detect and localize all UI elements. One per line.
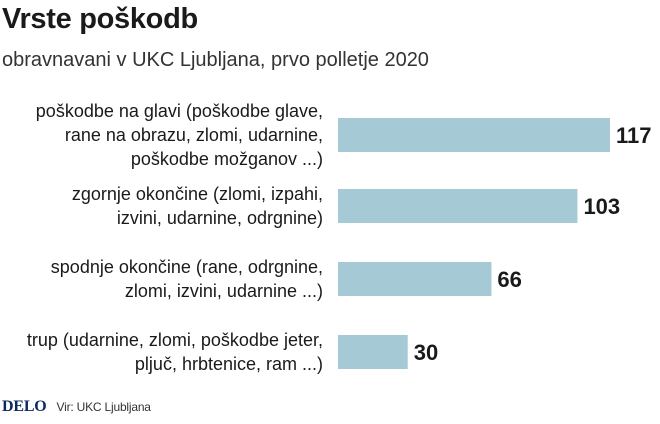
bar-1 [338,118,610,152]
chart-title: Vrste poškodb [2,3,198,35]
category-label-line: spodnje okončine (rane, odrgnine, [51,257,323,277]
chart-subtitle: obravnavani v UKC Ljubljana, prvo pollet… [2,49,429,71]
value-label-2: 103 [583,194,620,219]
bar-4 [338,335,408,369]
value-label-4: 30 [414,340,438,365]
category-label-2: zgornje okončine (zlomi, izpahi, izvini, … [72,184,323,228]
source-note: Vir: UKC Ljubljana [56,400,151,414]
value-label-1: 117 [616,123,652,148]
category-label-line: izvini, udarnine, odrgnine) [117,208,323,228]
category-label-1: poškodbe na glavi (poškodbe glave, rane n… [36,101,323,169]
category-label-line: zlomi, izvini, udarnine ...) [125,281,323,301]
footer: DELO Vir: UKC Ljubljana [2,396,151,418]
category-label-line: rane na obrazu, zlomi, udarnine, [65,125,323,145]
category-label-4: trup (udarnine, zlomi, poškodbe jeter, pl… [27,330,323,374]
category-label-line: zgornje okončine (zlomi, izpahi, [72,184,323,204]
category-label-line: trup (udarnine, zlomi, poškodbe jeter, [27,330,323,350]
category-label-line: pljuč, hrbtenice, ram ...) [135,354,323,374]
category-label-line: poškodbe možganov ...) [131,149,323,169]
value-label-3: 66 [497,267,521,292]
category-label-line: poškodbe na glavi (poškodbe glave, [36,101,323,121]
bar-2 [338,189,578,223]
bar-3 [338,262,492,296]
category-label-3: spodnje okončine (rane, odrgnine, zlomi, … [51,257,323,301]
publisher-logo: DELO [2,398,47,415]
